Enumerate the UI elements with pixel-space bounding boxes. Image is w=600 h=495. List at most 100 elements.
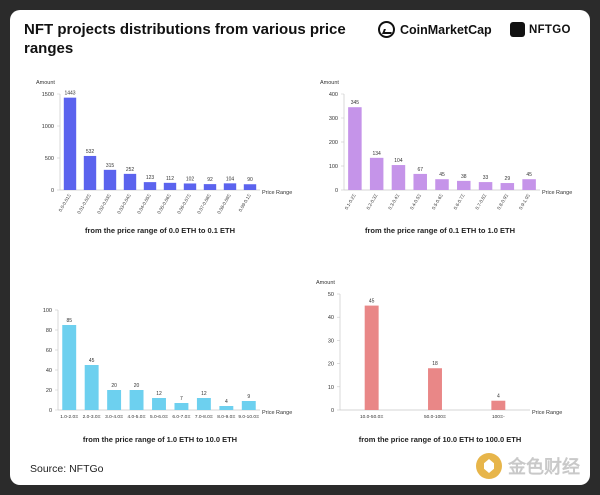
chart-10-to-100-eth: Amount 0 10 20 30 40 50 45 10.0-50.0Ξ 18 50.0-100Ξ… bbox=[310, 272, 570, 432]
data-label: 9 bbox=[247, 394, 250, 400]
x-tick-label: 50.0-100Ξ bbox=[424, 414, 446, 420]
bar bbox=[391, 165, 406, 190]
x-tick-label: 4.0-5.0Ξ bbox=[128, 414, 146, 420]
bar bbox=[143, 182, 157, 190]
y-axis-label: Amount bbox=[316, 280, 335, 286]
y-tick-label: 1500 bbox=[42, 92, 54, 98]
x-axis-label: Price Range bbox=[262, 410, 292, 416]
bar bbox=[500, 183, 515, 190]
data-label: 20 bbox=[134, 383, 140, 389]
y-tick-label: 30 bbox=[328, 338, 334, 344]
data-label: 85 bbox=[66, 318, 72, 324]
y-tick-label: 200 bbox=[329, 140, 338, 146]
x-tick-label: 3.0-4.0Ξ bbox=[105, 414, 123, 420]
data-label: 7 bbox=[180, 396, 183, 402]
bar bbox=[123, 173, 137, 190]
bar bbox=[241, 401, 256, 410]
y-tick-label: 10 bbox=[328, 385, 334, 391]
data-label: 29 bbox=[505, 176, 511, 182]
chart-1-to-10-eth: 0 20 40 60 80 100 85 1.0-2.0Ξ 45 2.0-3.0Ξ 20 3.0-4.… bbox=[30, 296, 292, 436]
bar bbox=[491, 400, 506, 410]
bar bbox=[152, 398, 166, 410]
x-axis-label: Price Range bbox=[532, 410, 562, 416]
data-label: 90 bbox=[247, 177, 253, 183]
data-label: 1443 bbox=[64, 91, 75, 97]
caption-chart-1: from the price range of 0.0 ETH to 0.1 E… bbox=[84, 226, 236, 235]
data-label: 4 bbox=[225, 399, 228, 405]
x-tick-label: 0.8-0.9Ξ bbox=[496, 193, 509, 210]
coinmarketcap-logo: CoinMarketCap bbox=[378, 21, 492, 38]
bar bbox=[196, 398, 211, 410]
y-tick-label: 40 bbox=[328, 315, 334, 321]
bar bbox=[219, 406, 234, 410]
bar bbox=[348, 107, 362, 190]
y-axis-label: Amount bbox=[36, 80, 55, 86]
x-tick-label: 1.0-2.0Ξ bbox=[60, 414, 78, 420]
x-tick-label: 0.08-0.09Ξ bbox=[216, 193, 232, 215]
x-tick-label: 7.0-8.0Ξ bbox=[195, 414, 213, 420]
x-tick-label: 0.5-0.6Ξ bbox=[431, 193, 444, 210]
x-tick-label: 0.3-0.4Ξ bbox=[387, 193, 400, 210]
x-tick-label: 0.0-0.01Ξ bbox=[58, 193, 72, 213]
caption-chart-3: from the price range of 1.0 ETH to 10.0 … bbox=[82, 435, 238, 444]
y-tick-label: 300 bbox=[329, 116, 338, 122]
y-tick-label: 100 bbox=[43, 308, 52, 314]
nftgo-label: NFTGO bbox=[529, 23, 571, 36]
bar bbox=[183, 183, 197, 190]
bar bbox=[129, 390, 144, 410]
data-label: 33 bbox=[483, 175, 489, 181]
data-label: 18 bbox=[432, 361, 438, 367]
bar bbox=[478, 182, 493, 190]
chart-svg-1: Amount 0 100 200 300 400 345 0.1-0.2Ξ 134 0.2-0.3… bbox=[320, 80, 572, 210]
x-axis-label: Price Range bbox=[542, 190, 572, 196]
x-tick-label: 0.09-0.1Ξ bbox=[238, 193, 252, 213]
x-tick-label: 0.03-0.04Ξ bbox=[116, 193, 132, 215]
bar bbox=[63, 97, 77, 190]
caption-chart-2: from the price range of 0.1 ETH to 1.0 E… bbox=[364, 226, 516, 235]
chart-svg-2: 0 20 40 60 80 100 85 1.0-2.0Ξ 45 2.0-3.0Ξ 20 3.0-4.… bbox=[43, 308, 292, 420]
chart-svg-0: Amount 0 500 1000 1500 1443 0.0-0.01Ξ 532 0.01-0… bbox=[36, 80, 292, 215]
y-tick-label: 20 bbox=[328, 362, 334, 368]
bar bbox=[243, 184, 257, 190]
bar bbox=[364, 305, 379, 410]
x-tick-label: 100Ξ- bbox=[492, 414, 505, 420]
bar bbox=[223, 183, 237, 190]
data-label: 92 bbox=[207, 177, 213, 183]
x-tick-label: 0.6-0.7Ξ bbox=[453, 193, 466, 210]
data-label: 104 bbox=[394, 158, 403, 164]
x-tick-label: 0.05-0.06Ξ bbox=[156, 193, 172, 215]
y-tick-label: 400 bbox=[329, 92, 338, 98]
y-tick-label: 80 bbox=[46, 328, 52, 334]
infographic-card: NFT projects distributions from various … bbox=[10, 10, 590, 485]
x-tick-label: 0.4-0.5Ξ bbox=[409, 193, 422, 210]
data-label: 532 bbox=[86, 149, 95, 155]
y-axis-label: Amount bbox=[320, 80, 339, 86]
y-tick-label: 0 bbox=[51, 188, 54, 194]
data-label: 134 bbox=[372, 151, 381, 157]
y-tick-label: 100 bbox=[329, 164, 338, 170]
caption-chart-4: from the price range of 10.0 ETH to 100.… bbox=[358, 435, 522, 444]
data-label: 38 bbox=[461, 174, 467, 180]
bar bbox=[163, 182, 177, 190]
watermark: 金色财经 bbox=[476, 453, 580, 479]
watermark-icon bbox=[476, 453, 502, 479]
source-note: Source: NFTGo bbox=[30, 463, 104, 475]
y-tick-label: 50 bbox=[328, 292, 334, 298]
data-label: 315 bbox=[106, 163, 115, 169]
data-label: 112 bbox=[166, 176, 174, 182]
x-tick-label: 0.9-1.0Ξ bbox=[518, 193, 531, 210]
bar bbox=[107, 390, 122, 410]
nftgo-icon bbox=[510, 22, 525, 37]
x-tick-label: 8.0-9.0Ξ bbox=[217, 414, 235, 420]
data-label: 12 bbox=[201, 391, 207, 397]
bar bbox=[62, 325, 77, 410]
data-label: 45 bbox=[369, 299, 375, 305]
bar bbox=[83, 155, 97, 190]
x-tick-label: 0.2-0.3Ξ bbox=[366, 193, 379, 210]
data-label: 252 bbox=[126, 167, 135, 173]
bar bbox=[103, 169, 117, 190]
x-tick-label: 5.0-6.0Ξ bbox=[150, 414, 168, 420]
x-tick-label: 6.0-7.0Ξ bbox=[172, 414, 190, 420]
nftgo-logo: NFTGO bbox=[510, 22, 571, 37]
bar bbox=[522, 179, 536, 190]
